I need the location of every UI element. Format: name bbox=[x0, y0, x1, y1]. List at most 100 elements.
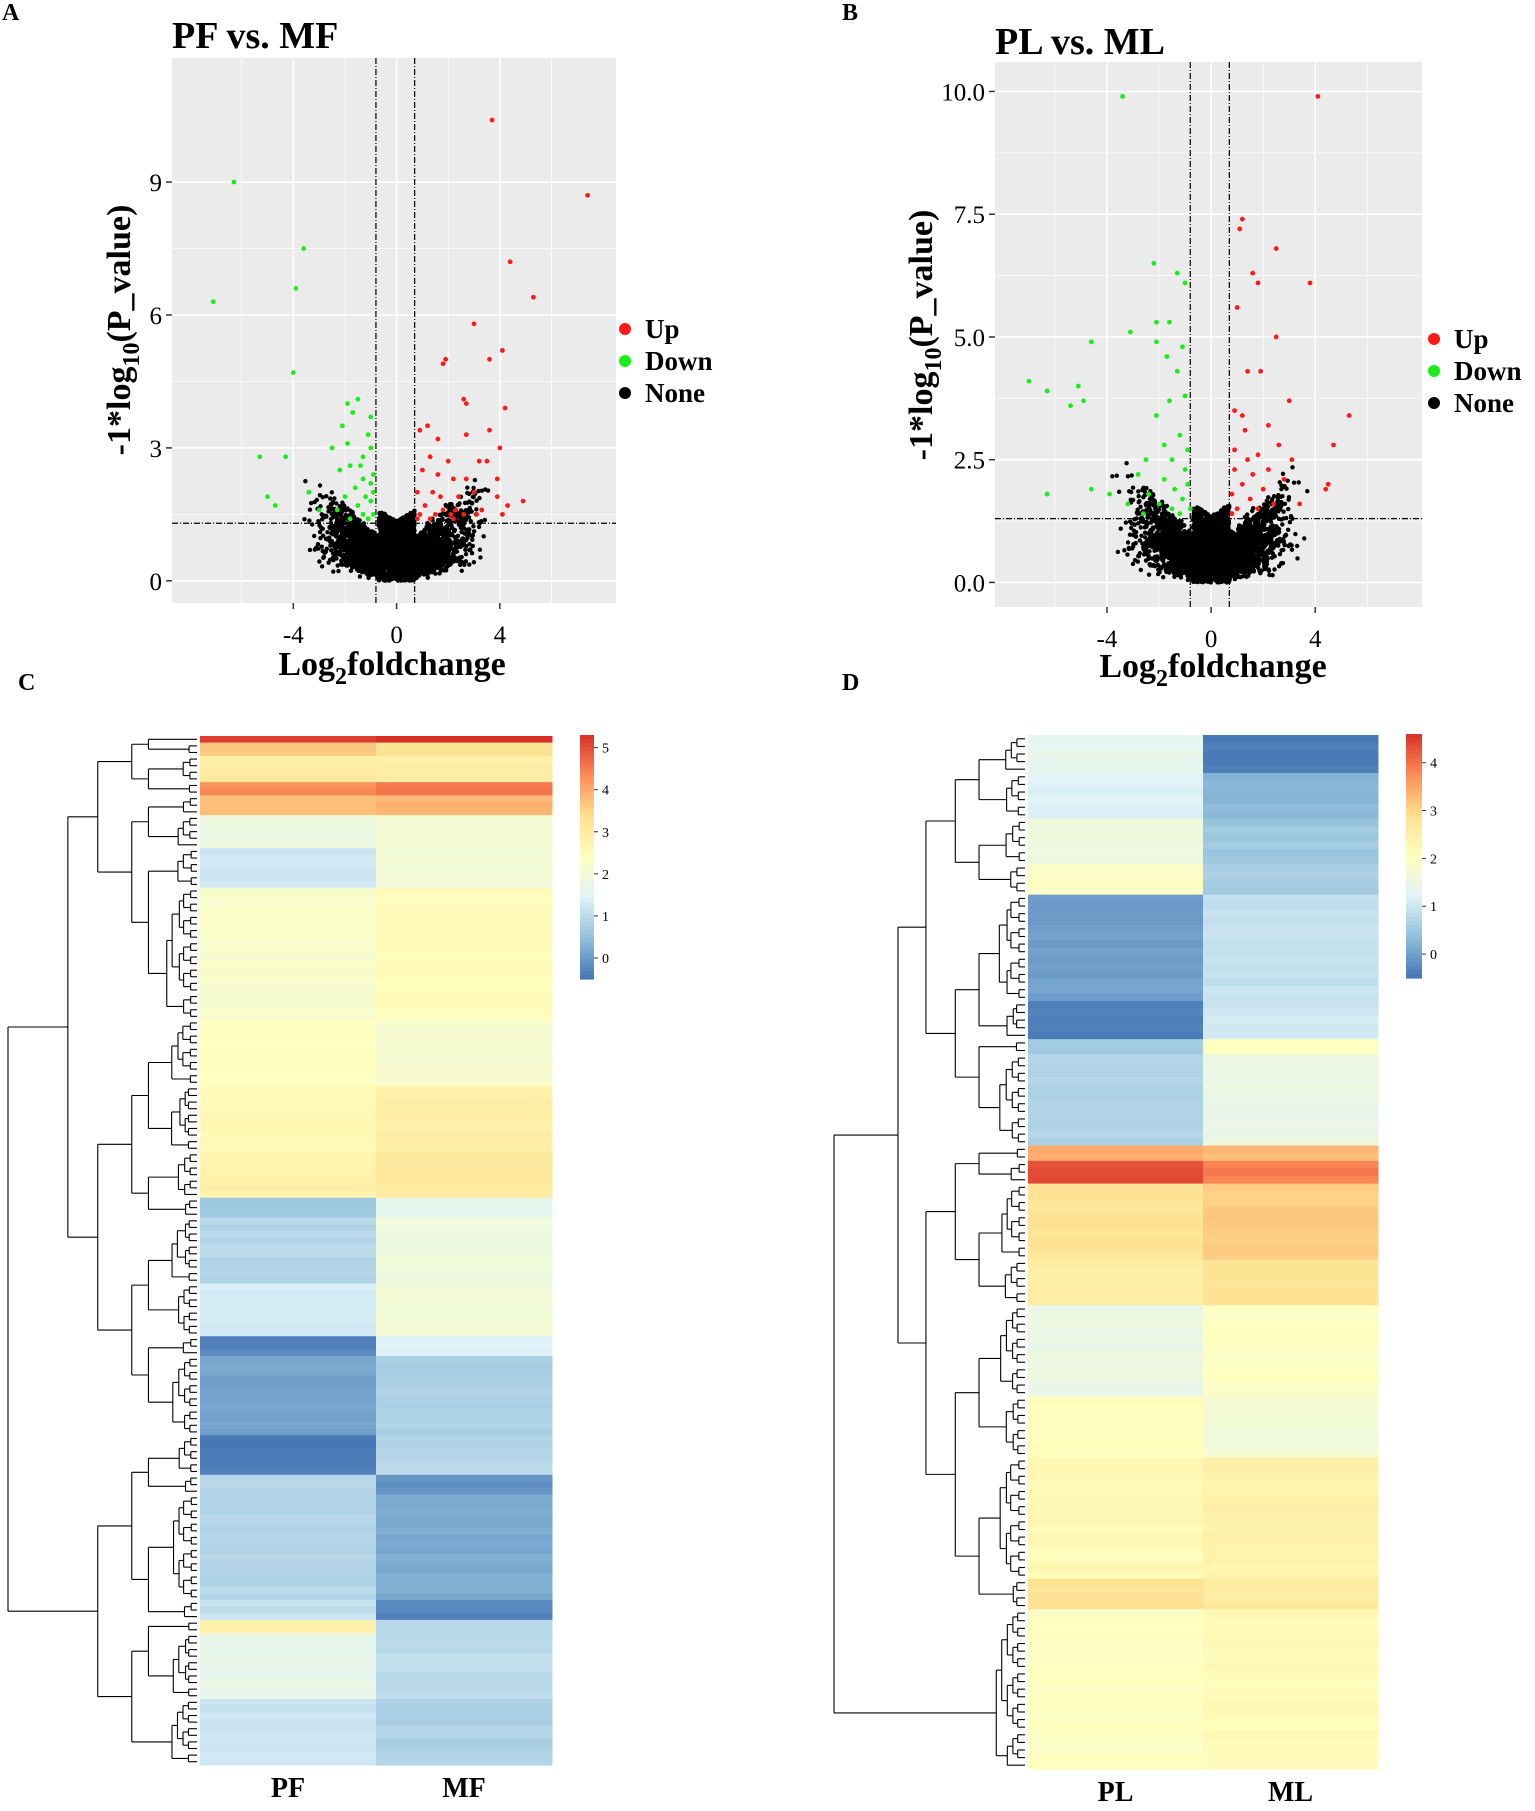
panel-a-none-point bbox=[347, 561, 352, 567]
panel-a-none-point bbox=[465, 500, 470, 505]
panel-a-up-point bbox=[463, 476, 469, 482]
panel-a-none-point bbox=[479, 488, 485, 493]
panel-a-none-point bbox=[336, 568, 341, 574]
panel-a-none-point bbox=[356, 521, 361, 527]
panel-a-none-point bbox=[389, 558, 394, 564]
panel-a-none-point bbox=[444, 552, 449, 557]
panel-b-none-point bbox=[1280, 547, 1286, 553]
panel-a-points bbox=[210, 117, 591, 583]
panel-a-up-point bbox=[530, 294, 536, 300]
panel-a-none-point bbox=[375, 569, 380, 574]
panel-a-up-point bbox=[489, 117, 495, 123]
panel-a-none-point bbox=[467, 542, 472, 547]
panel-a-none-point bbox=[428, 563, 434, 569]
panel-letter-a: A bbox=[2, 0, 20, 26]
panel-a-down-point bbox=[368, 480, 374, 486]
panel-b-none-point bbox=[1125, 474, 1131, 479]
panel-a-none-point bbox=[333, 547, 338, 552]
panel-a-down-point bbox=[339, 423, 345, 429]
panel-a-down-point bbox=[334, 507, 340, 513]
panel-a-none-point bbox=[383, 546, 388, 552]
panel-a-up-point bbox=[505, 503, 510, 508]
panel-a-none-point bbox=[455, 538, 460, 543]
panel-a-down-point bbox=[347, 463, 353, 469]
panel-a-none-point bbox=[427, 540, 432, 545]
panel-b-none-point bbox=[1126, 489, 1132, 494]
panel-a-down-point bbox=[355, 503, 361, 508]
panel-a-none-point bbox=[463, 517, 469, 523]
panel-a-none-point bbox=[470, 543, 475, 549]
panel-a-y-tick-label: 3 bbox=[150, 436, 163, 463]
panel-a-none-point bbox=[410, 526, 415, 531]
panel-a-down-point bbox=[329, 445, 335, 451]
panel-a-none-point bbox=[381, 552, 386, 558]
panel-a-none-point bbox=[330, 532, 336, 537]
panel-a-none-point bbox=[405, 574, 410, 579]
panel-b-none-point bbox=[1282, 542, 1287, 548]
panel-a-none-point bbox=[351, 522, 356, 528]
panel-a-none-point bbox=[474, 498, 479, 503]
panel-a-none-point bbox=[463, 552, 469, 557]
panel-a-none-point bbox=[424, 566, 429, 572]
panel-a-none-point bbox=[420, 539, 425, 544]
panel-a-none-point bbox=[430, 559, 435, 565]
panel-b-none-point bbox=[1141, 495, 1146, 500]
panel-a-up-point bbox=[502, 405, 508, 411]
panel-a-down-point bbox=[368, 445, 374, 451]
panel-b-none-point bbox=[1255, 565, 1261, 570]
panel-a-up-point bbox=[425, 423, 430, 429]
panel-a-none-point bbox=[343, 525, 349, 530]
panel-a-up-point bbox=[445, 458, 451, 464]
panel-a-none-point bbox=[471, 560, 477, 565]
panel-a-none-point bbox=[467, 562, 472, 567]
panel-b-none-point bbox=[1147, 549, 1152, 554]
panel-a-none-point bbox=[341, 558, 346, 563]
panel-a-none-point bbox=[332, 496, 337, 501]
panel-a-up-point bbox=[414, 489, 420, 495]
panel-a-up-point bbox=[520, 498, 526, 504]
panel-a-none-point bbox=[336, 538, 341, 543]
panel-a-none-point bbox=[354, 538, 360, 543]
panel-a-down-point bbox=[345, 401, 350, 407]
panel-a-down-point bbox=[283, 454, 288, 460]
panel-a-down-point bbox=[293, 286, 299, 291]
panel-a-down-point bbox=[352, 485, 358, 491]
panel-a-up-point bbox=[432, 511, 438, 517]
panel-a-none-point bbox=[454, 543, 459, 549]
panel-a-none-point bbox=[485, 488, 491, 493]
panel-a-none-point bbox=[395, 552, 401, 558]
panel-a-none-point bbox=[445, 518, 450, 524]
panel-a-none-point bbox=[328, 548, 334, 553]
panel-a-none-point bbox=[400, 518, 406, 524]
panel-a-up-point bbox=[484, 458, 490, 464]
panel-a-none-point bbox=[357, 574, 363, 579]
panel-a-none-point bbox=[472, 477, 478, 483]
panel-a-up-point bbox=[450, 516, 456, 522]
panel-a-down-point bbox=[358, 463, 363, 469]
panel-a-down-point bbox=[306, 489, 312, 495]
panel-a-none-point bbox=[343, 531, 348, 536]
panel-a-none-point bbox=[425, 520, 430, 526]
panel-a-up-point bbox=[443, 356, 449, 362]
panel-a-down-point bbox=[370, 511, 376, 517]
panel-a-none-point bbox=[334, 522, 340, 528]
panel-b-none-point bbox=[1277, 480, 1282, 485]
panel-a-none-point bbox=[423, 553, 428, 558]
panel-b-none-point bbox=[1287, 520, 1293, 525]
panel-a-none-point bbox=[477, 495, 482, 501]
panel-a-up-point bbox=[463, 432, 469, 438]
panel-b-none-point bbox=[1280, 522, 1285, 527]
panel-a-up-point bbox=[494, 494, 500, 500]
panel-a-none-point bbox=[368, 539, 373, 544]
panel-a-none-point bbox=[374, 550, 380, 556]
panel-b-title: PL vs. ML bbox=[995, 21, 1165, 63]
panel-a-none-point bbox=[342, 506, 347, 512]
panel-a-none-point bbox=[409, 572, 415, 577]
panel-a-none-point bbox=[435, 528, 440, 534]
panel-a-none-point bbox=[345, 521, 351, 526]
panel-a-none-point bbox=[469, 551, 475, 556]
panel-a-none-point bbox=[326, 505, 331, 510]
panel-b-none-point bbox=[1146, 572, 1152, 577]
panel-a-none-point bbox=[464, 543, 469, 549]
panel-a-none-point bbox=[331, 569, 336, 574]
